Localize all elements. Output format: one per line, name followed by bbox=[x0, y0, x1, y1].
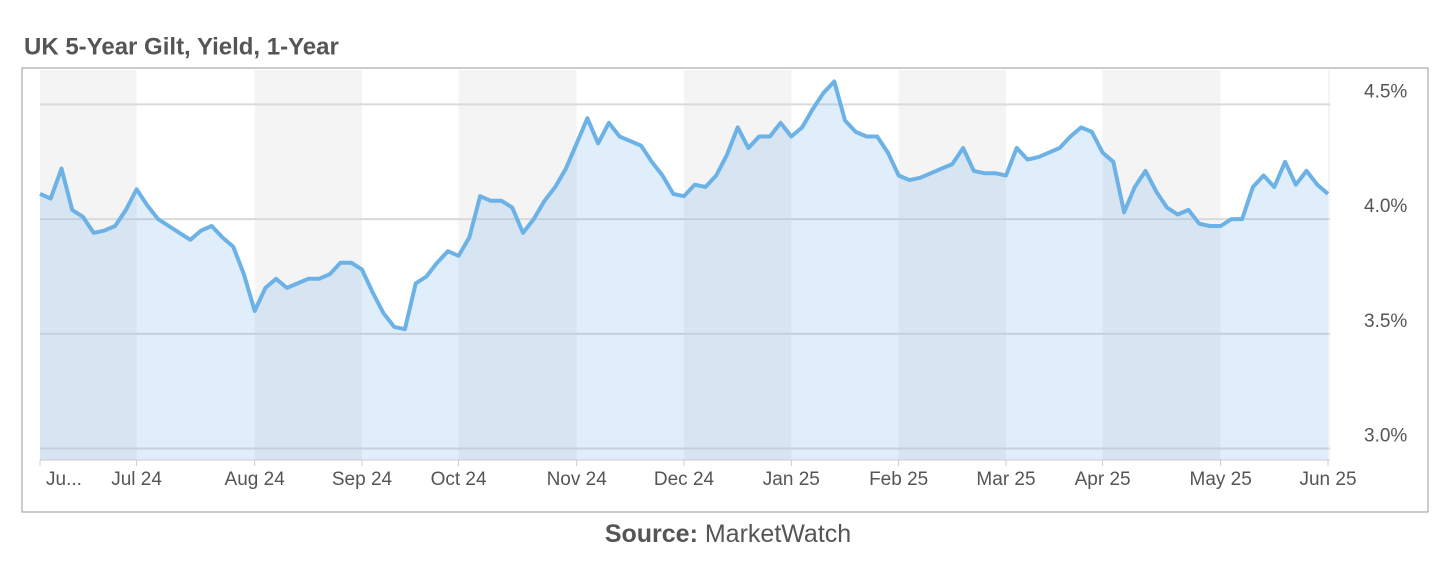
month-band bbox=[1328, 70, 1330, 460]
month-band bbox=[1102, 70, 1221, 460]
x-tick-label: Feb 25 bbox=[869, 469, 928, 490]
chart-title: UK 5-Year Gilt, Yield, 1-Year bbox=[24, 33, 339, 60]
y-tick-label: 3.5% bbox=[1364, 311, 1407, 332]
month-band bbox=[254, 70, 362, 460]
source-label: Source: bbox=[605, 520, 698, 548]
month-band bbox=[40, 70, 137, 460]
x-tick-label: Oct 24 bbox=[431, 469, 487, 490]
source: Source: MarketWatch bbox=[605, 520, 851, 548]
y-tick-label: 4.0% bbox=[1364, 196, 1407, 217]
x-tick-label: Jun 25 bbox=[1299, 469, 1356, 490]
month-band bbox=[898, 70, 1006, 460]
x-tick-label: Mar 25 bbox=[976, 469, 1035, 490]
x-tick-label: Apr 25 bbox=[1075, 469, 1131, 490]
y-tick-label: 3.0% bbox=[1364, 426, 1407, 447]
x-tick-label: Nov 24 bbox=[547, 469, 608, 490]
x-tick-label: Sep 24 bbox=[332, 469, 393, 490]
line bbox=[39, 79, 1330, 332]
source-text: MarketWatch bbox=[705, 520, 851, 548]
plot-area: 3.0% 3.5% 4.0% 4.5% Ju... Jul 24 Aug 24 Sep 24 O… bbox=[39, 70, 1407, 490]
month-band bbox=[458, 70, 577, 460]
x-tick-label: Dec 24 bbox=[654, 469, 715, 490]
y-tick-label: 4.5% bbox=[1364, 81, 1407, 102]
x-tick-label: Jan 25 bbox=[763, 469, 820, 490]
x-tick-label: Ju... bbox=[46, 469, 82, 490]
x-tick-label: Jul 24 bbox=[111, 469, 162, 490]
x-tick-label: May 25 bbox=[1190, 469, 1252, 490]
x-tick-label: Aug 24 bbox=[225, 469, 286, 490]
